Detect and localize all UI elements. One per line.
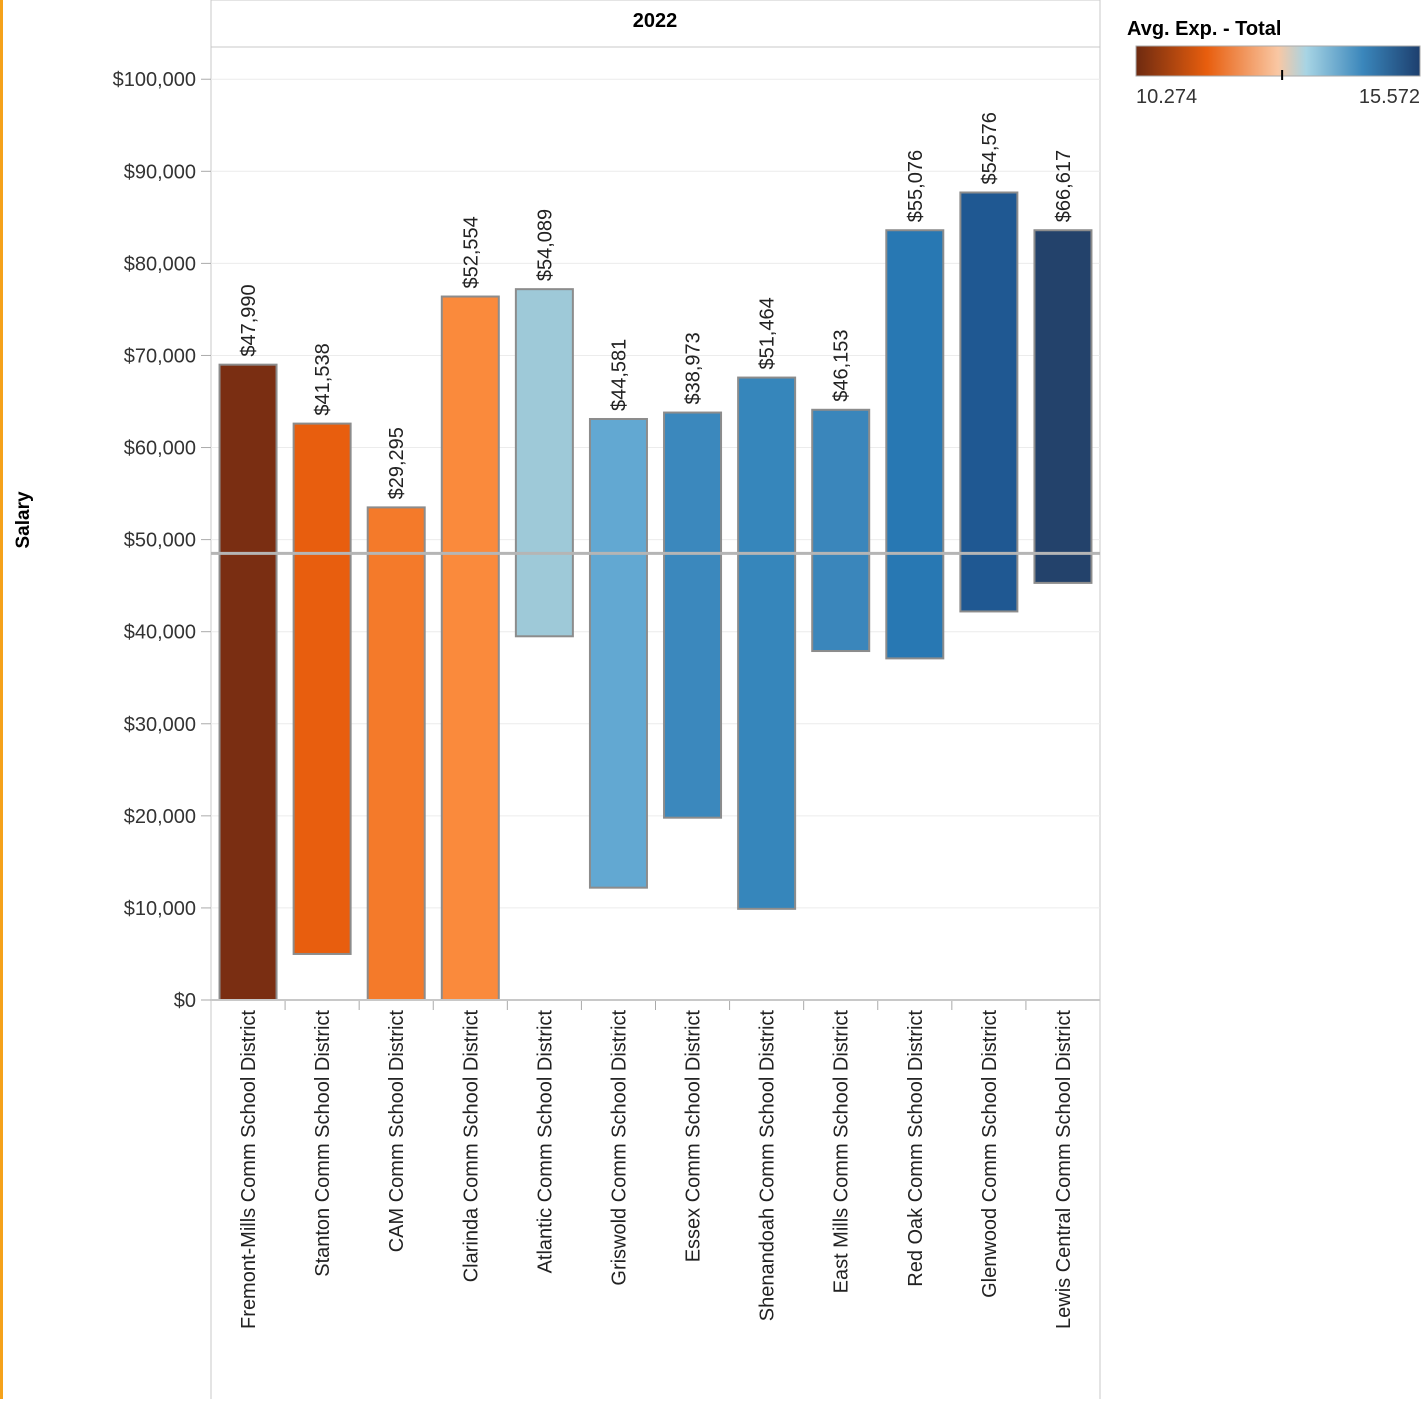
x-tick-label: East Mills Comm School District (831, 1010, 853, 1294)
bar (588, 417, 648, 889)
bar-label: $29,295 (386, 427, 408, 499)
x-tick-label: Stanton Comm School District (312, 1010, 334, 1277)
x-tick-label: Atlantic Comm School District (534, 1010, 556, 1274)
x-tick-label: Glenwood Comm School District (979, 1010, 1001, 1298)
y-axis-label: Salary (13, 491, 34, 548)
y-tick-label: $20,000 (124, 806, 196, 828)
bar-label: $46,153 (831, 329, 853, 401)
legend-min: 10.274 (1136, 86, 1197, 108)
bar (1033, 229, 1093, 584)
bar-label: $44,581 (608, 339, 630, 411)
y-tick-label: $30,000 (124, 714, 196, 736)
bar (218, 363, 278, 1001)
bar (440, 295, 500, 1001)
bar (292, 422, 352, 955)
y-tick-label: $40,000 (124, 622, 196, 644)
bar (959, 191, 1019, 613)
y-tick-label: $60,000 (124, 438, 196, 460)
panel-header (210, 0, 1101, 48)
bar-label: $66,617 (1053, 150, 1075, 222)
panel-title: 2022 (633, 10, 678, 32)
bar (811, 408, 871, 653)
bar (737, 376, 797, 910)
x-tick-label: Essex Comm School District (683, 1010, 705, 1263)
bar (514, 288, 574, 638)
y-tick-label: $90,000 (124, 161, 196, 183)
x-tick-label: Fremont-Mills Comm School District (238, 1010, 260, 1329)
bar-label: $54,089 (534, 209, 556, 281)
x-tick-label: Lewis Central Comm School District (1053, 1010, 1075, 1329)
y-tick-label: $70,000 (124, 345, 196, 367)
bar-label: $47,990 (238, 284, 260, 356)
y-tick-label: $0 (174, 990, 196, 1012)
y-tick-label: $80,000 (124, 253, 196, 275)
bar-label: $51,464 (757, 297, 779, 369)
bar (663, 411, 723, 819)
bar-label: $55,076 (905, 150, 927, 222)
legend-gradient (1135, 45, 1421, 77)
x-tick-label: CAM Comm School District (386, 1010, 408, 1253)
legend-title: Avg. Exp. - Total (1127, 18, 1281, 40)
x-tick-label: Shenandoah Comm School District (757, 1010, 779, 1322)
bar (366, 506, 426, 1001)
bar-label: $38,973 (683, 332, 705, 404)
bar-label: $41,538 (312, 343, 334, 415)
legend-max: 15.572 (1359, 86, 1420, 108)
left-border (0, 0, 3, 1399)
x-tick-label: Griswold Comm School District (608, 1010, 630, 1286)
plot-area (210, 46, 1101, 1001)
y-tick-label: $10,000 (124, 898, 196, 920)
bar-label: $54,576 (979, 112, 1001, 184)
y-tick-label: $100,000 (113, 69, 196, 91)
x-tick-label: Red Oak Comm School District (905, 1010, 927, 1287)
bar (885, 229, 945, 660)
y-tick-label: $50,000 (124, 530, 196, 552)
x-tick-label: Clarinda Comm School District (460, 1010, 482, 1283)
bar-label: $52,554 (460, 216, 482, 288)
